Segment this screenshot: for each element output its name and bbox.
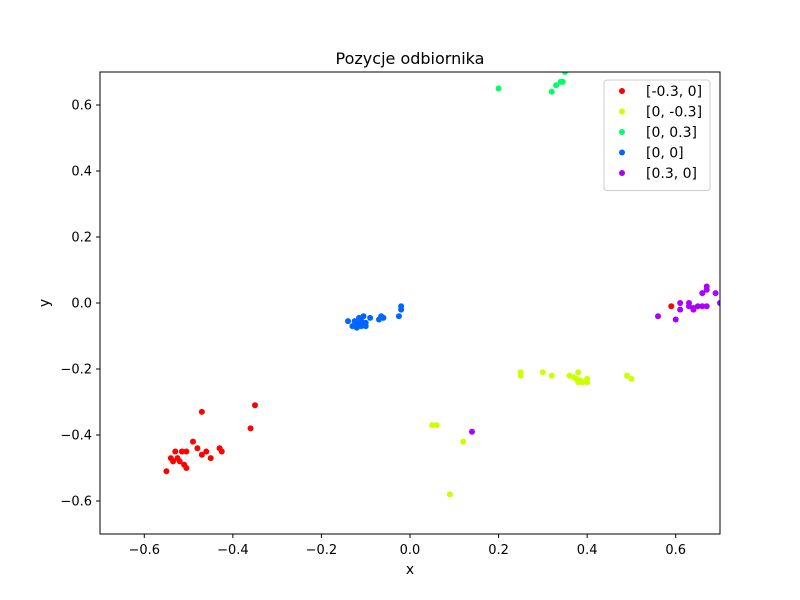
data-point-series-0-2 [170,458,177,465]
y-tick-label: 0.0 [71,297,92,312]
data-point-series-1-14 [579,379,586,386]
y-axis-ticks: −0.6 −0.4 −0.2 0.0 0.2 0.4 0.6 [60,99,100,510]
data-point-series-1-5 [517,372,524,379]
x-axis-label: x [406,562,414,578]
data-point-series-4-13 [703,283,710,290]
data-point-series-2-5 [562,72,568,75]
data-point-series-3-10 [362,323,369,330]
data-point-series-1-6 [539,369,546,376]
legend-label: [0, 0] [646,146,684,162]
legend-marker [619,88,625,94]
data-point-series-2-4 [559,78,566,85]
legend-marker [619,129,625,135]
data-point-series-3-0 [345,318,351,325]
y-tick-label: 0.4 [71,165,92,180]
data-point-series-1-16 [584,379,591,386]
legend-marker [619,149,625,156]
x-tick-label: −0.2 [306,543,338,558]
data-point-series-4-1 [655,313,661,320]
data-point-series-1-1 [433,422,440,429]
data-point-series-0-6 [178,448,185,455]
data-point-series-0-18 [247,425,254,432]
y-tick-label: 0.2 [71,231,92,246]
data-point-series-4-9 [694,303,701,310]
legend-marker [619,170,625,176]
y-axis-label: y [37,299,53,307]
data-point-series-1-17 [624,372,630,379]
data-point-series-1-3 [460,438,467,445]
data-point-series-4-4 [677,306,684,313]
data-point-series-0-14 [203,448,210,455]
data-point-series-2-1 [548,88,555,95]
data-point-series-0-12 [198,451,205,458]
legend-label: [0, 0.3] [646,125,697,141]
data-point-series-3-7 [358,323,365,330]
x-tick-label: 0.2 [488,543,509,558]
data-point-series-0-13 [198,408,205,415]
data-point-series-1-2 [446,491,453,498]
data-point-series-4-2 [672,316,679,323]
data-point-series-4-15 [712,290,719,297]
data-point-series-0-19 [252,402,258,409]
x-axis-ticks: −0.6 −0.4 −0.2 0.0 0.2 0.4 0.6 [128,534,686,558]
y-tick-label: −0.6 [60,495,92,510]
x-tick-label: −0.4 [217,543,249,558]
data-point-series-4-3 [677,300,684,306]
x-tick-label: 0.6 [665,543,686,558]
legend-label: [0, -0.3] [646,105,702,121]
data-point-series-0-9 [183,465,190,471]
data-point-series-4-14 [703,303,710,310]
data-point-series-3-14 [380,314,387,321]
data-point-series-0-17 [218,448,225,455]
data-point-series-2-0 [495,85,502,92]
data-point-series-4-11 [699,290,706,297]
data-point-series-1-0 [429,422,436,429]
data-point-series-1-11 [575,369,582,376]
points-layer [163,72,720,498]
x-tick-label: −0.6 [128,543,160,558]
data-point-series-3-8 [360,313,367,320]
data-point-series-4-10 [699,303,706,310]
data-point-series-0-5 [176,458,183,465]
data-point-series-1-18 [628,375,635,382]
y-tick-label: 0.6 [71,99,92,114]
data-point-series-0-8 [183,448,190,455]
data-point-series-3-17 [398,306,405,313]
data-point-series-3-15 [395,313,402,320]
data-point-series-0-11 [194,445,201,452]
legend-label: [0.3, 0] [646,166,697,182]
data-point-series-4-0 [469,428,475,435]
legend: [-0.3, 0] [0, -0.3] [0, 0.3] [0, 0] [0.3, 0] [603,79,711,191]
x-tick-label: 0.0 [400,543,421,558]
x-tick-label: 0.4 [577,543,598,558]
data-point-series-0-0 [163,468,170,475]
data-point-series-4-8 [690,306,697,313]
data-point-series-1-7 [548,372,555,379]
legend-box [603,79,711,191]
chart-title: Pozycje odbiornika [336,49,485,68]
legend-label: [-0.3, 0] [646,84,702,100]
data-point-series-0-20 [668,303,675,310]
y-tick-label: −0.2 [60,363,92,378]
data-point-series-4-16 [717,300,720,306]
data-point-series-0-15 [207,455,214,462]
data-point-series-0-10 [190,438,196,445]
data-point-series-0-3 [172,448,179,455]
data-point-series-3-11 [367,314,374,321]
legend-marker [619,108,625,115]
data-point-series-2-2 [553,82,560,89]
y-tick-label: −0.4 [60,429,92,444]
